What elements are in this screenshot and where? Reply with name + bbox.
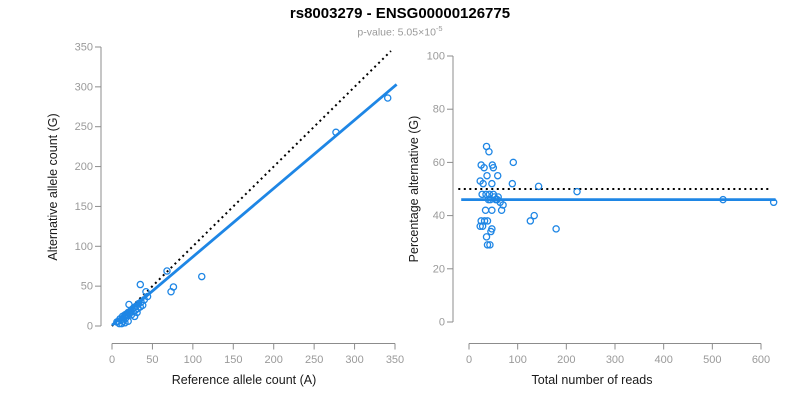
x-tick-label: 600	[752, 354, 770, 366]
plot-title: rs8003279 - ENSG00000126775	[289, 5, 511, 22]
x-tick-label: 50	[146, 354, 158, 366]
data-point	[488, 206, 496, 215]
y-axis-title: Percentage alternative (G)	[407, 116, 421, 263]
data-point	[198, 272, 206, 281]
allele-counts-panel: 0 50 100 150 200 250 300 350 0 50 100 150 200 250 300 3…	[46, 42, 404, 388]
y-tick-label: 0	[87, 321, 93, 333]
data-point	[486, 241, 494, 249]
data-point	[530, 211, 538, 220]
data-point	[526, 217, 535, 225]
data-point	[497, 206, 506, 215]
x-axis-title: Total number of reads	[532, 373, 653, 387]
x-tick-label: 0	[109, 354, 115, 366]
x-tick-label: 350	[386, 354, 404, 366]
x-tick-label: 100	[184, 354, 202, 366]
y-tick-label: 20	[433, 263, 445, 275]
data-point	[478, 190, 486, 199]
x-tick-label: 400	[654, 354, 672, 366]
data-point	[719, 195, 727, 204]
x-tick-label: 0	[466, 354, 472, 366]
data-point	[133, 308, 141, 317]
y-tick-label: 0	[439, 317, 445, 329]
data-point	[478, 222, 487, 230]
x-tick-label: 300	[606, 354, 624, 366]
plot-subtitle: p-value: 5.05×10-5	[0, 24, 800, 39]
data-point	[483, 171, 491, 180]
data-point	[493, 171, 502, 180]
y-tick-label: 150	[75, 201, 93, 213]
percentage-alternative-panel: 0 20 40 60 80 100 0 100 200 300 400 500 600 Total num…	[407, 51, 778, 387]
x-tick-label: 150	[224, 354, 242, 366]
p-value-exponent: -5	[435, 24, 443, 33]
data-point	[383, 94, 392, 102]
y-tick-label: 250	[75, 121, 93, 133]
data-point	[488, 179, 496, 188]
data-point	[479, 179, 487, 188]
x-tick-label: 300	[345, 354, 363, 366]
data-point	[481, 206, 490, 215]
data-point	[489, 163, 498, 172]
y-tick-label: 80	[433, 104, 445, 116]
fit-line	[111, 83, 398, 327]
data-point	[142, 287, 150, 296]
data-point	[136, 280, 145, 289]
data-point	[163, 267, 171, 275]
data-point	[482, 233, 491, 241]
x-tick-label: 200	[265, 354, 283, 366]
data-point	[534, 182, 543, 191]
y-tick-label: 100	[427, 51, 445, 63]
data-point	[143, 292, 152, 301]
data-point	[332, 128, 340, 137]
y-tick-label: 100	[75, 241, 93, 253]
data-point	[476, 222, 484, 230]
data-point	[487, 227, 495, 236]
data-point	[480, 163, 488, 172]
x-axis-title: Reference allele count (A)	[172, 373, 317, 387]
data-point	[485, 148, 493, 156]
x-tick-label: 200	[557, 354, 575, 366]
y-axis-title: Alternative allele count (G)	[46, 113, 60, 260]
y-tick-label: 350	[75, 42, 93, 54]
x-tick-label: 500	[703, 354, 721, 366]
data-point	[552, 225, 560, 233]
identity-line	[111, 50, 392, 327]
data-point	[124, 317, 132, 325]
y-tick-label: 200	[75, 161, 93, 173]
data-point	[769, 198, 778, 207]
data-point	[509, 158, 518, 167]
y-tick-label: 60	[433, 157, 445, 169]
data-point	[169, 283, 178, 291]
data-point	[483, 217, 492, 225]
p-value-text: p-value: 5.05×10	[357, 26, 436, 39]
data-point	[483, 241, 492, 249]
y-tick-label: 40	[433, 210, 445, 222]
x-tick-label: 100	[508, 354, 526, 366]
data-point	[508, 179, 517, 188]
y-tick-label: 50	[81, 281, 93, 293]
x-tick-label: 250	[305, 354, 323, 366]
data-point	[484, 195, 493, 204]
y-tick-label: 300	[75, 81, 93, 93]
data-point	[573, 187, 581, 196]
